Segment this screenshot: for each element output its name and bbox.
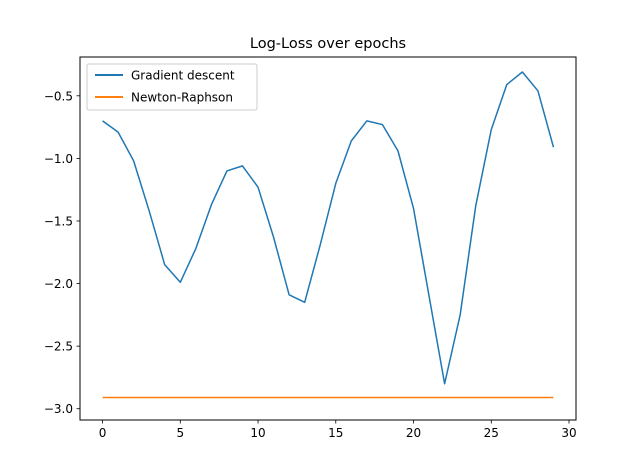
y-tick-label: −0.5 [44, 89, 73, 103]
plot-area-frame [79, 56, 577, 421]
x-tick-label: 30 [561, 426, 576, 440]
x-tick-label: 25 [484, 426, 499, 440]
y-tick-label: −2.0 [44, 277, 73, 291]
axis-ticks: 0 5 10 15 20 25 30 −3.0 −2.5 −2.0 −1.5 −1.0 −0.5 [44, 89, 577, 440]
y-tick-label: −1.5 [44, 214, 73, 228]
series-line-gradient-descent [102, 71, 555, 385]
chart-title: Log-Loss over epochs [250, 36, 406, 52]
legend: Gradient descent Newton-Raphson [86, 63, 258, 111]
legend-box [86, 63, 258, 111]
y-tick-label: −3.0 [44, 402, 73, 416]
x-tick-label: 10 [250, 426, 265, 440]
legend-label-gradient-descent: Gradient descent [131, 69, 235, 83]
series-layer [102, 71, 555, 399]
y-tick-label: −2.5 [44, 340, 73, 354]
x-tick-label: 0 [99, 426, 107, 440]
x-tick-label: 20 [406, 426, 421, 440]
y-tick-label: −1.0 [44, 152, 73, 166]
x-tick-label: 5 [176, 426, 184, 440]
legend-label-newton-raphson: Newton-Raphson [131, 91, 233, 105]
x-tick-label: 15 [328, 426, 343, 440]
